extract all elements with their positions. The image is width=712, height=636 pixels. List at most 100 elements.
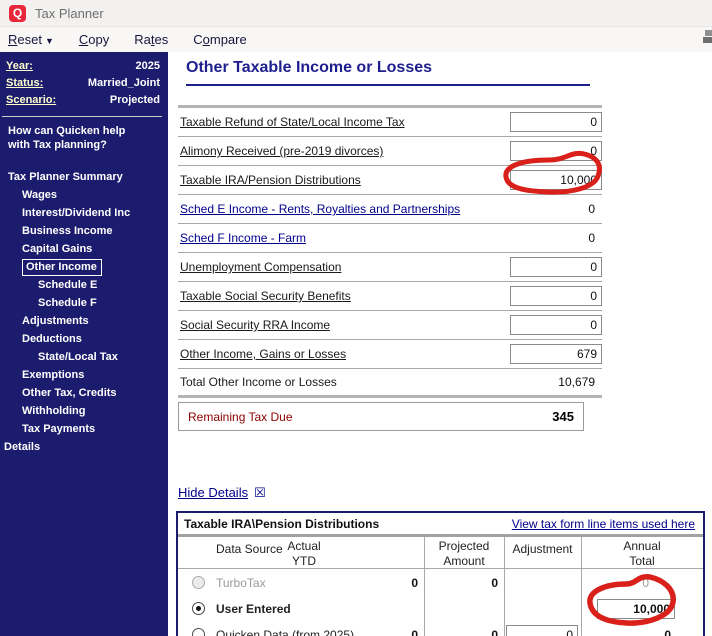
scenario-link[interactable]: Scenario:: [6, 94, 57, 106]
sidebar-item-other-tax-credits[interactable]: Other Tax, Credits: [22, 387, 117, 399]
form-row-ira-pension: Taxable IRA/Pension Distributions: [178, 166, 602, 195]
turbotax-annual: 0: [642, 576, 649, 590]
sidebar-item-details[interactable]: Details: [4, 441, 41, 453]
social-security-link[interactable]: Taxable Social Security Benefits: [180, 289, 351, 303]
table-row-user-entered: User Entered: [178, 596, 703, 622]
details-title: Taxable IRA\Pension Distributions: [184, 516, 380, 531]
form-row-unemployment: Unemployment Compensation: [178, 253, 602, 282]
toolbar: Reset ▼ Copy Rates Compare: [0, 26, 712, 52]
column-divider: [424, 537, 425, 636]
sidebar-item-adjustments[interactable]: Adjustments: [22, 315, 89, 327]
title-underline: [186, 84, 590, 86]
checkbox-x-icon: ☒: [254, 485, 266, 500]
user-entered-annual-input[interactable]: [597, 599, 675, 619]
sidebar-help-link[interactable]: How can Quicken help with Tax planning?: [8, 125, 126, 151]
sidebar-item-interest-dividend-inc[interactable]: Interest/Dividend Inc: [22, 207, 131, 219]
sidebar-item-deductions[interactable]: Deductions: [22, 333, 82, 345]
sidebar-item-capital-gains[interactable]: Capital Gains: [22, 243, 93, 255]
rra-income-input[interactable]: [510, 315, 602, 335]
form-row-rra-income: Social Security RRA Income: [178, 311, 602, 340]
sidebar-item-schedule-f[interactable]: Schedule F: [38, 297, 97, 309]
sidebar-year-row: Year: 2025: [0, 60, 168, 77]
taxable-refund-link[interactable]: Taxable Refund of State/Local Income Tax: [180, 115, 405, 129]
sidebar-item-tax-planner-summary[interactable]: Tax Planner Summary: [8, 171, 123, 183]
scenario-value: Projected: [109, 94, 160, 106]
copy-button[interactable]: Copy: [78, 32, 110, 47]
social-security-input[interactable]: [510, 286, 602, 306]
compare-button[interactable]: Compare: [193, 32, 247, 47]
quicken-data-annual: 0: [664, 628, 671, 636]
sched-f-link[interactable]: Sched F Income - Farm: [180, 231, 307, 245]
year-link[interactable]: Year:: [6, 60, 33, 72]
details-panel: Taxable IRA\Pension Distributions View t…: [176, 511, 705, 636]
turbotax-actual: 0: [411, 576, 418, 590]
col-annual-total: Annual Total: [623, 539, 661, 568]
sidebar-item-exemptions[interactable]: Exemptions: [22, 369, 85, 381]
quicken-data-label: Quicken Data (from 2025): [216, 628, 355, 636]
column-divider: [504, 537, 505, 636]
rra-income-link[interactable]: Social Security RRA Income: [180, 318, 331, 332]
sched-e-link[interactable]: Sched E Income - Rents, Royalties and Pa…: [180, 202, 461, 216]
hide-details-link[interactable]: Hide Details ☒: [178, 485, 266, 500]
total-label: Total Other Income or Losses: [180, 375, 337, 389]
sidebar-item-business-income[interactable]: Business Income: [22, 225, 113, 237]
sidebar-item-wages[interactable]: Wages: [22, 189, 58, 201]
form-row-sched-e: Sched E Income - Rents, Royalties and Pa…: [178, 195, 602, 224]
other-income-gains-link[interactable]: Other Income, Gains or Losses: [180, 347, 347, 361]
total-value: 10,679: [558, 375, 595, 389]
col-actual-ytd: Actual YTD: [287, 539, 321, 568]
col-projected-amount: Projected Amount: [438, 539, 490, 568]
details-column-headers: Data Source Actual YTD Projected Amount Ad…: [178, 537, 703, 569]
remaining-tax-due-value: 345: [552, 409, 574, 424]
unemployment-input[interactable]: [510, 257, 602, 277]
quicken-data-projected: 0: [491, 628, 498, 636]
form-row-taxable-refund: Taxable Refund of State/Local Income Tax: [178, 108, 602, 137]
sidebar: Year: 2025 Status: Married_Joint Scenari…: [0, 52, 168, 636]
form-row-sched-f: Sched F Income - Farm 0: [178, 224, 602, 253]
sched-e-value: 0: [588, 202, 595, 216]
sidebar-status-row: Status: Married_Joint: [0, 77, 168, 94]
status-value: Married_Joint: [87, 77, 160, 89]
other-income-gains-input[interactable]: [510, 344, 602, 364]
unemployment-link[interactable]: Unemployment Compensation: [180, 260, 342, 274]
alimony-input[interactable]: [510, 141, 602, 161]
quicken-logo-icon: Q: [9, 4, 26, 22]
page-title: Other Taxable Income or Losses: [186, 59, 433, 76]
sidebar-scenario-row: Scenario: Projected: [0, 94, 168, 111]
sidebar-item-tax-payments[interactable]: Tax Payments: [22, 423, 96, 435]
printer-icon[interactable]: [703, 30, 712, 45]
sched-f-value: 0: [588, 231, 595, 245]
taxable-refund-input[interactable]: [510, 112, 602, 132]
sidebar-item-state-local-tax[interactable]: State/Local Tax: [38, 351, 118, 363]
window-title: Tax Planner: [35, 5, 104, 21]
reset-menu-button[interactable]: Reset ▼: [8, 32, 54, 47]
alimony-link[interactable]: Alimony Received (pre-2019 divorces): [180, 144, 384, 158]
remaining-tax-due-label: Remaining Tax Due: [188, 409, 293, 424]
quicken-data-adjustment-input[interactable]: [506, 625, 578, 636]
form-row-total: Total Other Income or Losses 10,679: [178, 369, 602, 398]
turbotax-radio[interactable]: [192, 576, 205, 589]
table-row-quicken-data: Quicken Data (from 2025) 0 0 0: [178, 622, 703, 636]
form-row-other-income-gains: Other Income, Gains or Losses: [178, 340, 602, 369]
form-row-alimony: Alimony Received (pre-2019 divorces): [178, 137, 602, 166]
col-data-source: Data Source: [216, 542, 283, 556]
user-entered-radio[interactable]: [192, 602, 205, 615]
sidebar-item-schedule-e[interactable]: Schedule E: [38, 279, 98, 291]
ira-pension-input[interactable]: [510, 170, 602, 190]
table-row-turbotax: TurboTax 0 0 0: [178, 570, 703, 596]
sidebar-nav: Tax Planner Summary Wages Interest/Divid…: [0, 168, 168, 456]
sidebar-item-withholding[interactable]: Withholding: [22, 405, 86, 417]
income-form: Taxable Refund of State/Local Income Tax…: [178, 105, 602, 398]
col-adjustment: Adjustment: [512, 542, 573, 556]
turbotax-label: TurboTax: [216, 576, 266, 590]
year-value: 2025: [135, 60, 160, 72]
turbotax-projected: 0: [491, 576, 498, 590]
user-entered-label: User Entered: [216, 602, 291, 616]
view-tax-form-link[interactable]: View tax form line items used here: [511, 516, 695, 531]
status-link[interactable]: Status:: [6, 77, 44, 89]
ira-pension-link[interactable]: Taxable IRA/Pension Distributions: [180, 173, 361, 187]
title-bar: Q Tax Planner: [0, 0, 712, 26]
rates-button[interactable]: Rates: [134, 32, 169, 47]
quicken-data-radio[interactable]: [192, 628, 205, 636]
sidebar-item-other-income[interactable]: Other Income: [0, 258, 168, 276]
